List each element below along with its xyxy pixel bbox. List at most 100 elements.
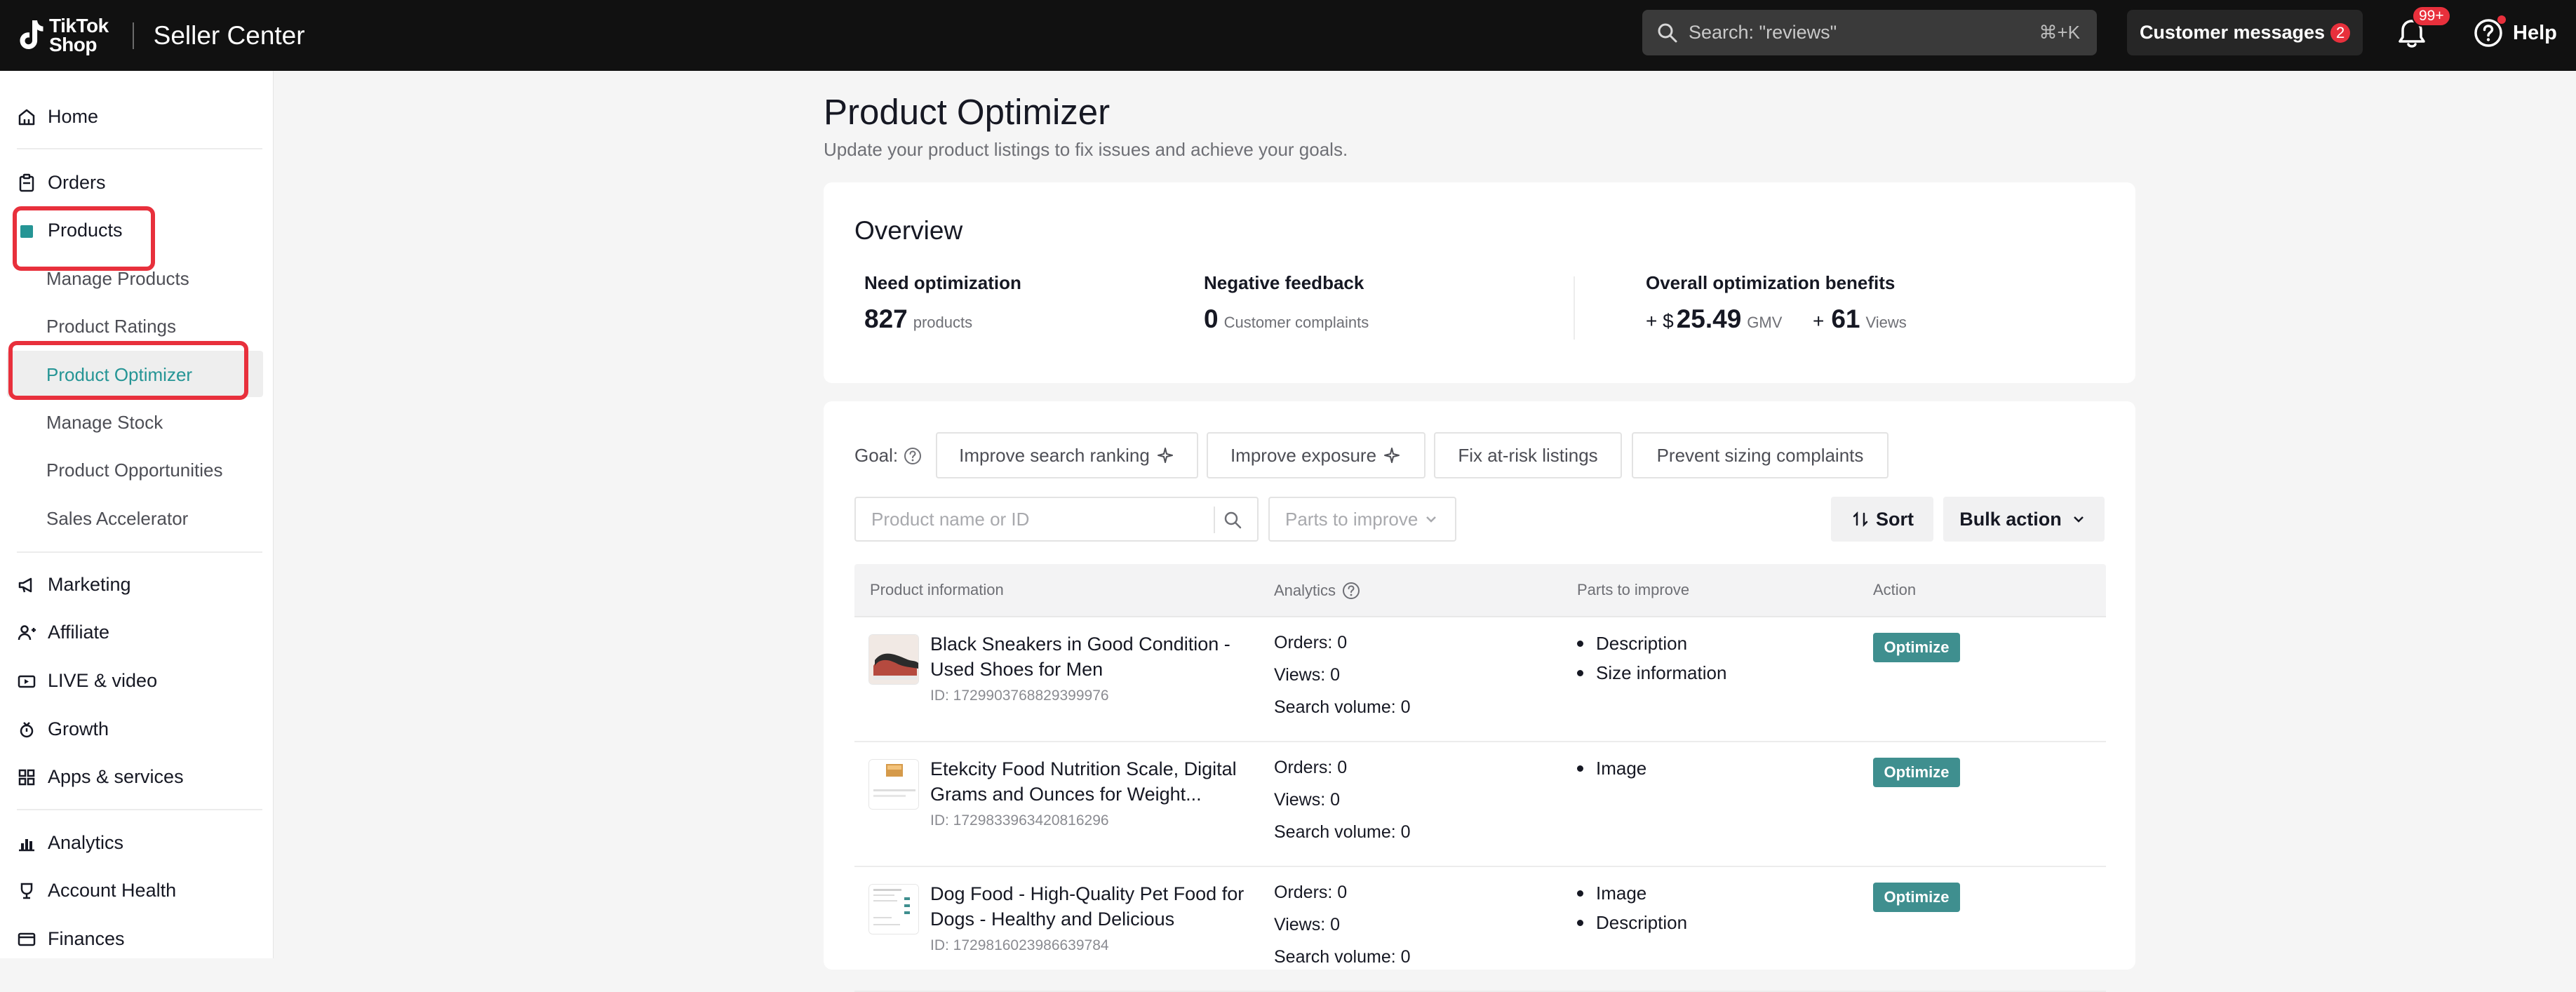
sparkle-icon — [1157, 448, 1173, 463]
part-to-improve: Image — [1577, 883, 1646, 904]
finances-icon — [18, 932, 36, 946]
analytics-icon — [19, 838, 34, 851]
part-to-improve: Description — [1577, 633, 1687, 655]
orders-icon — [19, 173, 34, 192]
apps-icon — [18, 769, 35, 785]
tiktok-shop-logo[interactable]: TikTok Shop — [15, 14, 109, 54]
help-button[interactable]: Help — [2474, 15, 2557, 48]
negative-feedback-metric[interactable]: 0 Customer complaints — [1204, 304, 1369, 334]
affiliate-icon — [18, 624, 36, 640]
sidebar-item-analytics[interactable]: Analytics — [17, 832, 123, 854]
views-stat: Views: 0 — [1274, 665, 1341, 685]
product-thumbnail[interactable] — [868, 634, 919, 685]
sidebar-item-affiliate[interactable]: Affiliate — [17, 622, 109, 643]
customer-messages-count: 2 — [2330, 22, 2351, 43]
chevron-down-icon — [1426, 516, 1437, 523]
sidebar-item-finances[interactable]: Finances — [17, 928, 125, 950]
goal-label-text: Goal: — [854, 445, 899, 466]
goal-chip-label: Prevent sizing complaints — [1656, 444, 1864, 466]
sidebar-item-home-label: Home — [48, 106, 99, 127]
product-name[interactable]: Etekcity Food Nutrition Scale, Digital G… — [930, 758, 1237, 805]
sidebar-item-home[interactable]: Home — [17, 106, 98, 128]
goal-chip-improve-search-ranking[interactable]: Improve search ranking — [936, 432, 1198, 478]
column-header: Action — [1873, 581, 1917, 598]
sidebar-sub-product-ratings[interactable]: Product Ratings — [46, 316, 176, 337]
gmv-value: 25.49 — [1676, 304, 1742, 333]
sort-button[interactable]: Sort — [1831, 497, 1933, 542]
chevron-down-icon — [2073, 516, 2084, 523]
views-unit: Views — [1865, 314, 1907, 331]
question-icon[interactable] — [904, 447, 922, 465]
views-stat: Views: 0 — [1274, 790, 1341, 810]
table-row: Black Sneakers in Good Condition - Used … — [854, 617, 2106, 742]
sidebar-sub-product-opportunities[interactable]: Product Opportunities — [46, 460, 223, 481]
goal-chip-label: Fix at-risk listings — [1458, 444, 1598, 466]
gmv-unit: GMV — [1747, 314, 1783, 331]
home-icon — [18, 109, 35, 125]
orders-stat: Orders: 0 — [1274, 758, 1348, 777]
benefits-label: Overall optimization benefits — [1646, 272, 1896, 293]
optimize-button[interactable]: Optimize — [1873, 758, 1960, 787]
product-thumbnail[interactable] — [868, 884, 919, 934]
product-id: ID: 1729833963420816296 — [930, 812, 1109, 829]
column-header-analytics: Analytics — [1274, 581, 1361, 601]
sidebar-item-orders-label: Orders — [48, 172, 106, 193]
product-search-input[interactable]: Product name or ID — [854, 497, 1259, 542]
sidebar-sub-product-optimizer[interactable]: Product Optimizer — [46, 364, 193, 385]
search-shortcut: ⌘+K — [2039, 22, 2080, 43]
global-search-input[interactable]: Search: "reviews" ⌘+K — [1642, 10, 2097, 55]
sidebar-item-affiliate-label: Affiliate — [48, 622, 110, 643]
sidebar-item-live-video[interactable]: LIVE & video — [17, 670, 157, 692]
sidebar-item-growth[interactable]: Growth — [17, 718, 109, 740]
need-optimization-label: Need optimization — [864, 272, 1021, 293]
sidebar-item-marketing[interactable]: Marketing — [17, 574, 131, 596]
optimize-button[interactable]: Optimize — [1873, 883, 1960, 912]
column-header: Parts to improve — [1577, 581, 1690, 598]
page-title: Product Optimizer — [824, 92, 1111, 132]
customer-messages-button[interactable]: Customer messages 2 — [2127, 10, 2363, 55]
optimize-button[interactable]: Optimize — [1873, 633, 1960, 662]
sidebar-sub-manage-stock[interactable]: Manage Stock — [46, 412, 163, 433]
views-prefix: + — [1813, 310, 1825, 332]
product-name[interactable]: Black Sneakers in Good Condition - Used … — [930, 634, 1230, 680]
input-divider — [1214, 507, 1215, 533]
sidebar-item-marketing-label: Marketing — [48, 574, 131, 595]
goal-chip-prevent-sizing-complaints[interactable]: Prevent sizing complaints — [1632, 432, 1889, 478]
sidebar: Home Orders Products Manage Products Pro… — [0, 71, 274, 958]
sidebar-sub-manage-products[interactable]: Manage Products — [46, 268, 189, 289]
goal-chip-fix-at-risk-listings[interactable]: Fix at-risk listings — [1434, 432, 1622, 478]
sidebar-item-products-label: Products — [48, 220, 123, 241]
sidebar-item-live-video-label: LIVE & video — [48, 670, 158, 691]
question-icon[interactable] — [1341, 581, 1361, 601]
search-icon[interactable] — [1222, 509, 1243, 530]
sidebar-item-apps-services[interactable]: Apps & services — [17, 766, 184, 788]
overview-title: Overview — [854, 216, 963, 245]
goal-chip-label: Improve search ranking — [959, 444, 1150, 466]
goal-label: Goal: — [854, 445, 922, 467]
parts-select-placeholder: Parts to improve — [1285, 508, 1418, 530]
sidebar-item-account-health[interactable]: Account Health — [17, 880, 176, 901]
product-search-placeholder: Product name or ID — [871, 508, 1030, 530]
product-thumbnail[interactable] — [868, 759, 919, 810]
search-volume-stat: Search volume: 0 — [1274, 822, 1411, 842]
parts-to-improve-select[interactable]: Parts to improve — [1268, 497, 1456, 542]
negative-feedback-label: Negative feedback — [1204, 272, 1364, 293]
sidebar-item-account-health-label: Account Health — [48, 880, 177, 901]
sidebar-item-products[interactable]: Products — [17, 220, 123, 241]
logo-line-1: TikTok — [49, 14, 109, 36]
sort-icon — [1853, 511, 1868, 528]
orders-stat: Orders: 0 — [1274, 883, 1348, 902]
top-bar: TikTok Shop Seller Center Search: "revie… — [0, 0, 2576, 71]
sidebar-item-orders[interactable]: Orders — [17, 172, 106, 194]
product-name[interactable]: Dog Food - High-Quality Pet Food for Dog… — [930, 883, 1245, 930]
overview-divider — [1574, 276, 1575, 340]
need-optimization-metric[interactable]: 827 products — [864, 304, 972, 334]
goal-chip-improve-exposure[interactable]: Improve exposure — [1207, 432, 1425, 478]
page-subtitle: Update your product listings to fix issu… — [824, 139, 1348, 160]
active-item-background — [7, 351, 263, 397]
bulk-action-button[interactable]: Bulk action — [1943, 497, 2105, 542]
product-optimizer-highlight-box — [8, 341, 248, 400]
sidebar-item-analytics-label: Analytics — [48, 832, 124, 853]
customer-messages-label: Customer messages — [2139, 22, 2326, 43]
sidebar-sub-sales-accelerator[interactable]: Sales Accelerator — [46, 508, 189, 529]
